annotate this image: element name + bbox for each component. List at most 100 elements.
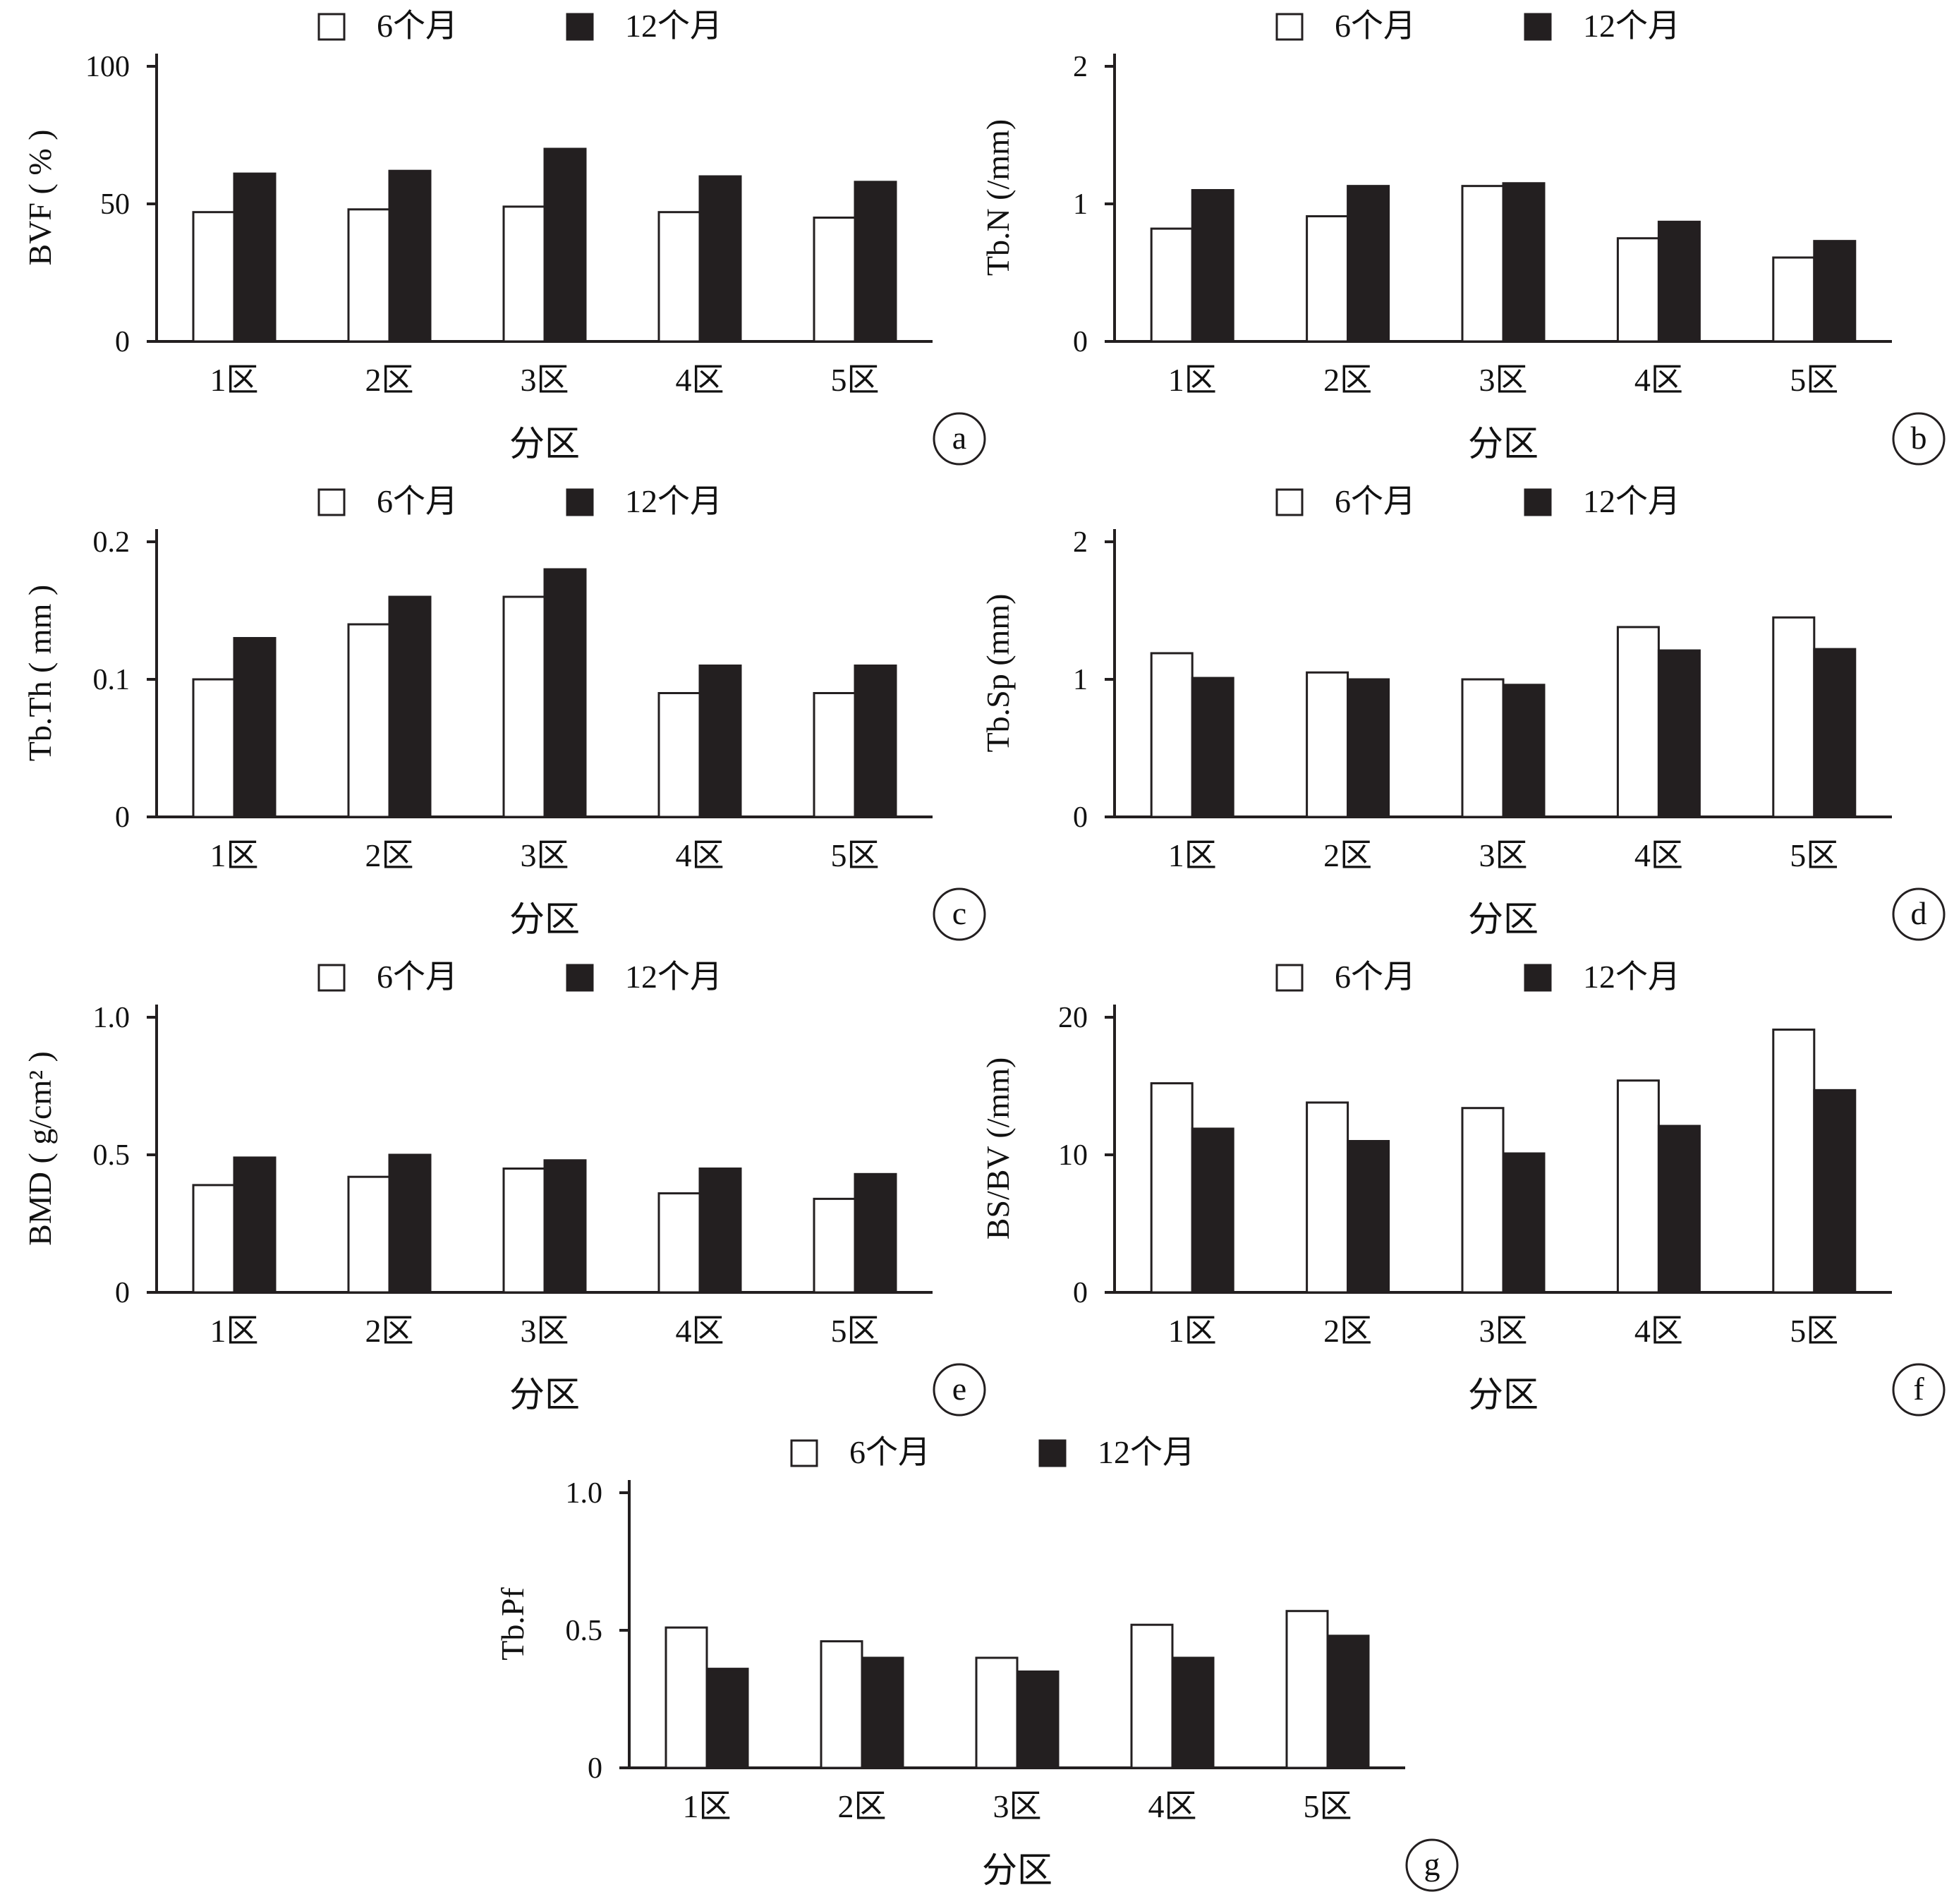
bar-6-month-1 [192,211,236,343]
bar-12-month-2 [1347,1140,1390,1294]
bar-12-month-3 [1502,1152,1546,1294]
y-tick-label: 1 [1073,188,1088,221]
y-tick-label: 0 [1073,801,1088,834]
y-axis-label: Tb.Th ( mm ) [22,585,58,761]
bar-6-month-3 [1461,185,1505,343]
bar-6-month-2 [347,623,391,818]
legend-swatch-6-month [317,13,346,41]
legend-label-6-month: 6个月 [377,483,458,519]
bar-6-month-5 [813,692,856,818]
x-category-label: 5区 [1790,362,1838,398]
x-category-label: 1区 [1168,837,1217,873]
bar-6-month-2 [1306,215,1349,343]
bar-12-month-3 [1016,1670,1060,1769]
legend-swatch-6-month [790,1439,818,1467]
bar-6-month-4 [657,1192,701,1294]
bar-6-month-5 [813,1197,856,1294]
bar-6-month-4 [1616,1079,1660,1294]
x-category-label: 4区 [1634,837,1683,873]
bar-6-month-4 [1130,1623,1174,1769]
legend-swatch-12-month [566,13,594,41]
x-category-label: 1区 [210,1313,259,1349]
bar-6-month-1 [192,678,236,818]
y-tick-label: 1 [1073,664,1088,696]
x-category-label: 4区 [1634,362,1683,398]
legend-label-12-month: 12个月 [1583,483,1680,519]
legend-swatch-6-month [1275,964,1304,992]
bar-12-month-1 [705,1668,749,1769]
bar-6-month-1 [665,1626,708,1769]
x-category-label: 3区 [1479,837,1528,873]
panel-letter: g [1424,1846,1440,1882]
y-tick-label: 0 [588,1752,602,1785]
panel-letter: c [952,895,966,931]
y-tick-label: 0.1 [93,664,131,696]
legend-swatch-12-month [1524,488,1552,516]
y-tick-label: 0.2 [93,526,131,559]
x-category-label: 3区 [521,837,569,873]
bar-6-month-5 [1772,1029,1816,1294]
legend-swatch-12-month [1524,964,1552,992]
bar-6-month-1 [1150,652,1194,818]
legend-swatch-12-month [1524,13,1552,41]
y-tick-label: 1.0 [93,1002,131,1034]
x-category-label: 1区 [683,1788,732,1824]
x-category-label: 3区 [521,362,569,398]
legend-swatch-6-month [1275,13,1304,41]
bar-6-month-3 [1461,1107,1505,1294]
x-axis-label: 分区 [982,1850,1052,1890]
bar-6-month-5 [1285,1610,1329,1769]
y-tick-label: 100 [85,51,130,83]
panel-marker [1892,1363,1946,1417]
y-axis-label: Tb.N (/mm) [980,119,1016,276]
legend-label-12-month: 12个月 [625,8,722,44]
legend-swatch-12-month [566,488,594,516]
panel-marker [1892,887,1946,941]
x-category-label: 5区 [1304,1788,1352,1824]
bar-12-month-2 [388,1153,432,1294]
bar-12-month-1 [1191,189,1234,343]
x-category-label: 2区 [365,1313,414,1349]
x-category-label: 3区 [1479,362,1528,398]
bar-6-month-3 [1461,678,1505,818]
y-tick-label: 0.5 [566,1615,603,1647]
y-axis-label: Tb.Pf [494,1587,530,1661]
y-axis-label: BMD ( g/cm² ) [22,1051,58,1246]
legend-label-12-month: 12个月 [1098,1434,1195,1470]
y-tick-label: 20 [1058,1002,1088,1034]
legend-swatch-6-month [317,964,346,992]
y-tick-label: 0 [115,1277,130,1309]
x-category-label: 2区 [1323,837,1372,873]
legend-swatch-12-month [566,964,594,992]
bar-6-month-2 [347,208,391,343]
bar-6-month-4 [657,211,701,343]
bar-6-month-2 [1306,1101,1349,1294]
bar-12-month-4 [1171,1656,1215,1769]
x-category-label: 5区 [831,837,880,873]
bar-12-month-4 [698,175,742,343]
x-category-label: 3区 [1479,1313,1528,1349]
bar-12-month-1 [233,637,277,818]
x-category-label: 1区 [1168,1313,1217,1349]
bar-12-month-2 [861,1656,904,1769]
bar-6-month-5 [813,217,856,343]
x-category-label: 4区 [1634,1313,1683,1349]
x-axis-label: 分区 [1468,1375,1539,1414]
y-axis-label: BVF ( % ) [22,130,58,266]
bar-6-month-1 [1150,227,1194,343]
legend-swatch-12-month [1038,1439,1067,1467]
panel-letter: d [1911,895,1927,931]
y-tick-label: 50 [100,188,130,221]
x-category-label: 5区 [831,362,880,398]
panel-letter: e [952,1371,966,1407]
legend-label-12-month: 12个月 [625,483,722,519]
legend-label-6-month: 6个月 [377,959,458,995]
x-axis-label: 分区 [1468,899,1539,939]
bar-12-month-5 [1326,1635,1370,1769]
bar-12-month-5 [854,1172,897,1294]
panel-letter: a [952,420,966,456]
